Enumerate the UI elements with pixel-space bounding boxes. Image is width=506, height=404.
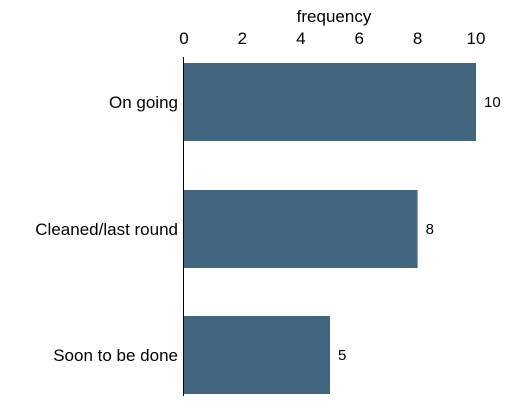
x-tick-label: 8 (413, 29, 422, 48)
x-tick-label: 4 (296, 29, 305, 48)
x-tick-label: 6 (354, 29, 363, 48)
bar (184, 190, 418, 268)
value-label: 10 (484, 94, 501, 111)
value-label: 8 (426, 221, 434, 238)
bars-group (184, 63, 476, 394)
x-axis-title: frequency (297, 7, 372, 26)
x-tick-label: 0 (179, 29, 188, 48)
y-axis-labels: On going Cleaned/last round Soon to be don… (35, 93, 178, 365)
category-label: Soon to be done (53, 346, 178, 365)
x-tick-label: 2 (238, 29, 247, 48)
category-label: Cleaned/last round (35, 220, 178, 239)
x-tick-label: 10 (467, 29, 486, 48)
bar (184, 316, 330, 394)
category-label: On going (109, 93, 178, 112)
x-axis-ticks: 0 2 4 6 8 10 (179, 29, 485, 48)
bar (184, 63, 476, 141)
value-labels: 10 8 5 (338, 94, 501, 364)
value-label: 5 (338, 347, 346, 364)
